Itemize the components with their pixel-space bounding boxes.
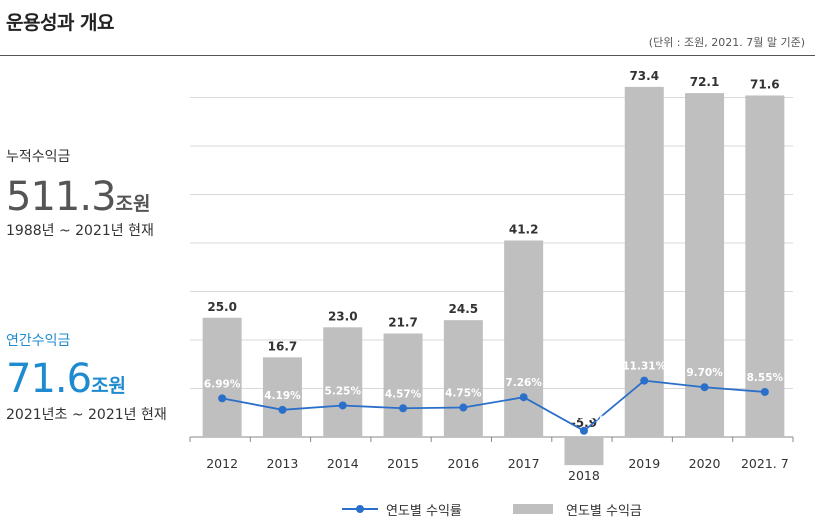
rate-point	[700, 383, 709, 392]
annual-unit: 조원	[91, 375, 127, 397]
rate-value-label: 8.55%	[747, 372, 784, 384]
rate-point	[399, 404, 408, 413]
rate-value-label: 5.25%	[325, 385, 362, 397]
rate-value-label: 4.19%	[264, 390, 301, 402]
x-tick-label: 2015	[387, 456, 419, 471]
rate-point	[278, 405, 287, 414]
cumulative-period: 1988년 ~ 2021년 현재	[6, 223, 154, 239]
rate-value-label: -0.92%	[564, 411, 605, 423]
x-tick-label: 2016	[447, 456, 479, 471]
annual-value-line: 71.6조원	[6, 356, 167, 402]
bar-value-label: 73.4	[629, 69, 659, 83]
bar-value-label: 72.1	[690, 75, 720, 89]
bar	[383, 333, 423, 437]
rate-point	[459, 403, 468, 412]
x-tick-label: 2018	[568, 468, 600, 483]
annual-label: 연간수익금	[6, 333, 71, 349]
annual-value: 71.6	[6, 356, 92, 402]
legend-line-swatch	[342, 505, 378, 513]
bar-value-label: 16.7	[268, 339, 298, 353]
returns-chart: 25.016.723.0 21.724.541.2-5.973.4 72.1 71.6…	[189, 69, 794, 483]
x-tick-label: 2014	[327, 456, 359, 471]
rate-value-label: 9.70%	[686, 367, 723, 379]
cumulative-value: 511.3	[6, 174, 117, 220]
rate-value-label: 4.75%	[445, 388, 482, 400]
bar	[262, 357, 302, 437]
bar	[443, 320, 483, 437]
bar	[745, 95, 785, 437]
bar-value-label: 71.6	[750, 77, 780, 91]
bar-value-label: 23.0	[328, 309, 358, 323]
bar	[504, 240, 544, 437]
annual-period: 2021년초 ~ 2021년 현재	[6, 407, 167, 423]
x-tick-label: 2013	[267, 456, 299, 471]
x-tick-label: 2020	[689, 456, 721, 471]
rate-value-label: 6.99%	[204, 378, 241, 390]
legend-bar-label: 연도별 수익금	[566, 504, 642, 519]
rate-value-label: 7.26%	[505, 377, 542, 389]
rate-point	[218, 394, 227, 403]
bar	[323, 327, 363, 437]
rate-point	[640, 376, 649, 385]
rate-point	[338, 401, 347, 410]
legend-line-label: 연도별 수익률	[386, 504, 462, 519]
x-tick-label: 2021. 7	[741, 456, 789, 471]
header-divider	[0, 55, 815, 56]
cumulative-value-line: 511.3조원	[6, 174, 154, 220]
rate-value-label: 4.57%	[385, 388, 422, 400]
cumulative-label: 누적수익금	[6, 149, 71, 165]
rate-point	[579, 426, 588, 435]
bar	[685, 93, 725, 437]
unit-note: (단위 : 조원, 2021. 7월 말 기준)	[648, 36, 805, 49]
rate-point	[519, 393, 528, 402]
bar	[202, 317, 242, 437]
annual-summary: 연간수익금 71.6조원 2021년초 ~ 2021년 현재	[6, 330, 167, 424]
rate-value-label: 11.31%	[622, 361, 666, 373]
cumulative-summary: 누적수익금 511.3조원 1988년 ~ 2021년 현재	[6, 146, 154, 240]
bar-value-label: 41.2	[509, 222, 539, 236]
x-tick-label: 2019	[628, 456, 660, 471]
x-tick-label: 2012	[206, 456, 238, 471]
bar-value-label: 21.7	[388, 315, 418, 329]
bar-value-label: 24.5	[449, 302, 479, 316]
page-title: 운용성과 개요	[6, 12, 115, 34]
legend-bar-swatch	[513, 504, 553, 514]
cumulative-unit: 조원	[115, 193, 151, 215]
x-tick-label: 2017	[508, 456, 540, 471]
rate-point	[760, 387, 769, 396]
rate-line	[221, 379, 765, 432]
bar-value-label: 25.0	[207, 300, 237, 314]
bar	[564, 437, 604, 466]
